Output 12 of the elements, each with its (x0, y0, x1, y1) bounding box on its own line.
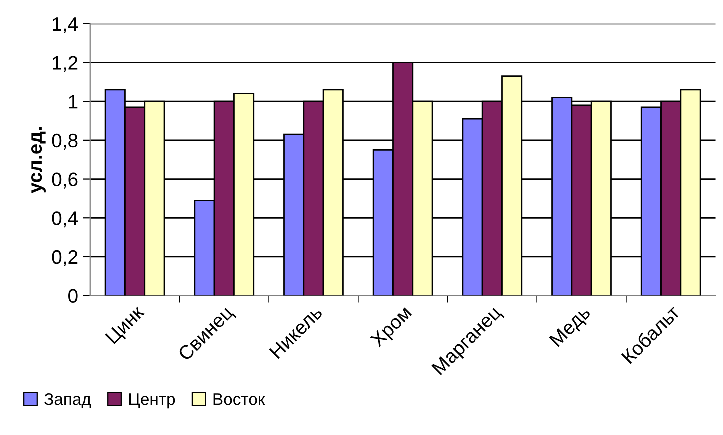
y-tick-label: 0,8 (52, 134, 78, 150)
y-tick-label: 0,2 (52, 250, 78, 266)
y-tick-label: 1,2 (53, 56, 78, 72)
y-tick-label: 0,6 (52, 172, 78, 189)
legend-label: Центр (129, 394, 176, 409)
legend-label: Восток (214, 394, 266, 406)
y-tick-label: 1,4 (53, 18, 78, 34)
legend-label: Запад (44, 393, 92, 408)
y-tick-label: 0,4 (52, 212, 78, 228)
y-tick-label: 0 (68, 289, 78, 304)
y-axis-title: усл.ед. (31, 127, 46, 194)
y-tick-label: 1 (69, 95, 78, 109)
